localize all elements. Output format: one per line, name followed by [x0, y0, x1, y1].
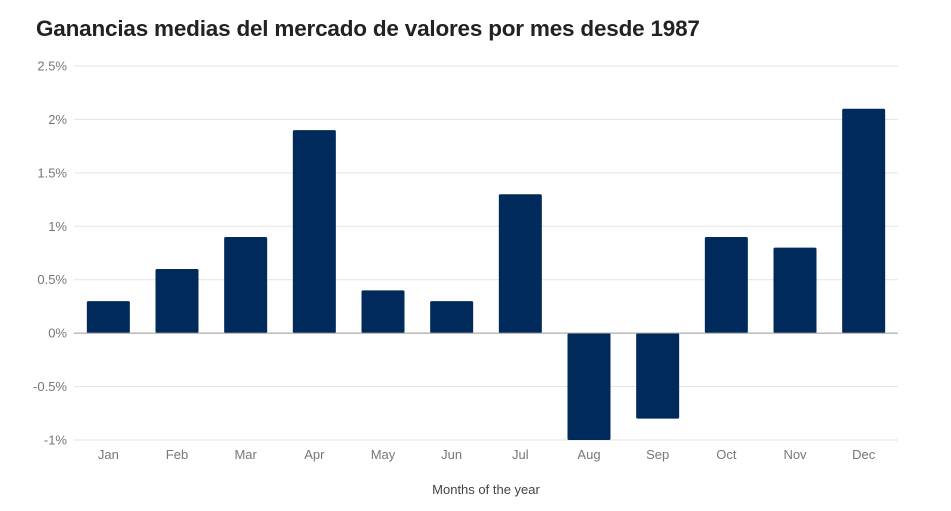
bar-mar	[224, 236, 268, 334]
bar-feb	[155, 269, 199, 334]
x-tick-label: Oct	[716, 447, 737, 462]
y-tick-label: 0%	[48, 326, 67, 341]
x-tick-label: Mar	[234, 447, 257, 462]
bar-nov	[773, 247, 817, 334]
bar-apr	[292, 130, 336, 334]
x-tick-label: Sep	[646, 447, 669, 462]
y-tick-label: 0.5%	[37, 272, 67, 287]
bar-sep	[636, 333, 680, 419]
x-tick-label: Jul	[512, 447, 529, 462]
y-tick-label: 1%	[48, 219, 67, 234]
bars	[86, 108, 886, 440]
bar-aug	[567, 333, 611, 440]
bar-jun	[430, 301, 474, 334]
x-tick-label: Apr	[304, 447, 325, 462]
x-tick-label: May	[371, 447, 396, 462]
y-axis-ticks: 2.5% 2% 1.5% 1% 0.5% 0% -0.5% -1%	[33, 59, 67, 448]
bar-oct	[704, 236, 748, 334]
x-tick-label: Aug	[577, 447, 600, 462]
x-tick-label: Feb	[166, 447, 188, 462]
bar-jan	[86, 301, 130, 334]
y-tick-label: 2%	[48, 112, 67, 127]
x-tick-label: Nov	[783, 447, 807, 462]
y-tick-label: -1%	[44, 433, 68, 448]
y-tick-label: -0.5%	[33, 379, 67, 394]
gridlines	[74, 65, 898, 441]
y-tick-label: 1.5%	[37, 165, 67, 180]
x-tick-label: Jan	[98, 447, 119, 462]
bar-may	[361, 290, 405, 334]
bar-jul	[498, 194, 542, 334]
y-tick-label: 2.5%	[37, 59, 67, 74]
chart-title: Ganancias medias del mercado de valores …	[36, 16, 700, 41]
x-tick-label: Jun	[441, 447, 462, 462]
x-axis-ticks: Jan Feb Mar Apr May Jun Jul Aug Sep Oct Nov Dec	[98, 447, 876, 462]
bar-dec	[842, 108, 886, 334]
x-tick-label: Dec	[852, 447, 876, 462]
x-axis-label: Months of the year	[432, 482, 540, 497]
